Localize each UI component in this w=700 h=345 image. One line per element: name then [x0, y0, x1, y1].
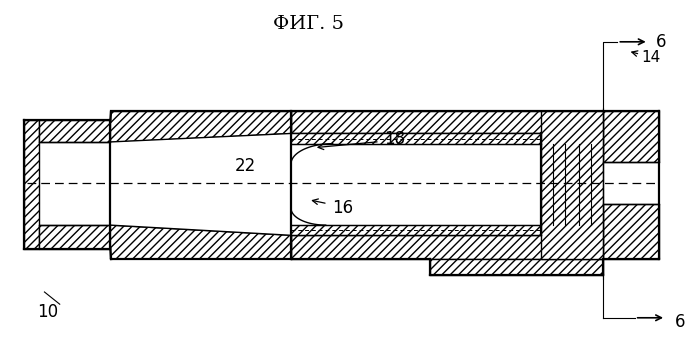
Polygon shape — [24, 120, 39, 249]
Polygon shape — [291, 111, 603, 134]
Polygon shape — [39, 225, 111, 249]
Text: 10: 10 — [37, 303, 59, 321]
Polygon shape — [291, 134, 541, 235]
Polygon shape — [39, 120, 111, 142]
Polygon shape — [291, 134, 541, 235]
Text: 6: 6 — [656, 33, 666, 51]
Text: ФИГ. 5: ФИГ. 5 — [273, 15, 344, 33]
Polygon shape — [430, 259, 603, 275]
Polygon shape — [291, 225, 541, 235]
Polygon shape — [24, 120, 659, 249]
Polygon shape — [111, 225, 291, 259]
Polygon shape — [111, 111, 291, 142]
Text: 16: 16 — [332, 199, 354, 217]
Polygon shape — [291, 134, 541, 144]
Polygon shape — [111, 134, 291, 235]
Polygon shape — [603, 204, 659, 259]
Polygon shape — [541, 111, 603, 259]
Text: 22: 22 — [235, 157, 256, 175]
Polygon shape — [603, 111, 659, 162]
Text: 6: 6 — [675, 313, 685, 331]
Polygon shape — [291, 235, 603, 259]
Text: 18: 18 — [384, 130, 406, 148]
Text: 14: 14 — [642, 50, 661, 65]
